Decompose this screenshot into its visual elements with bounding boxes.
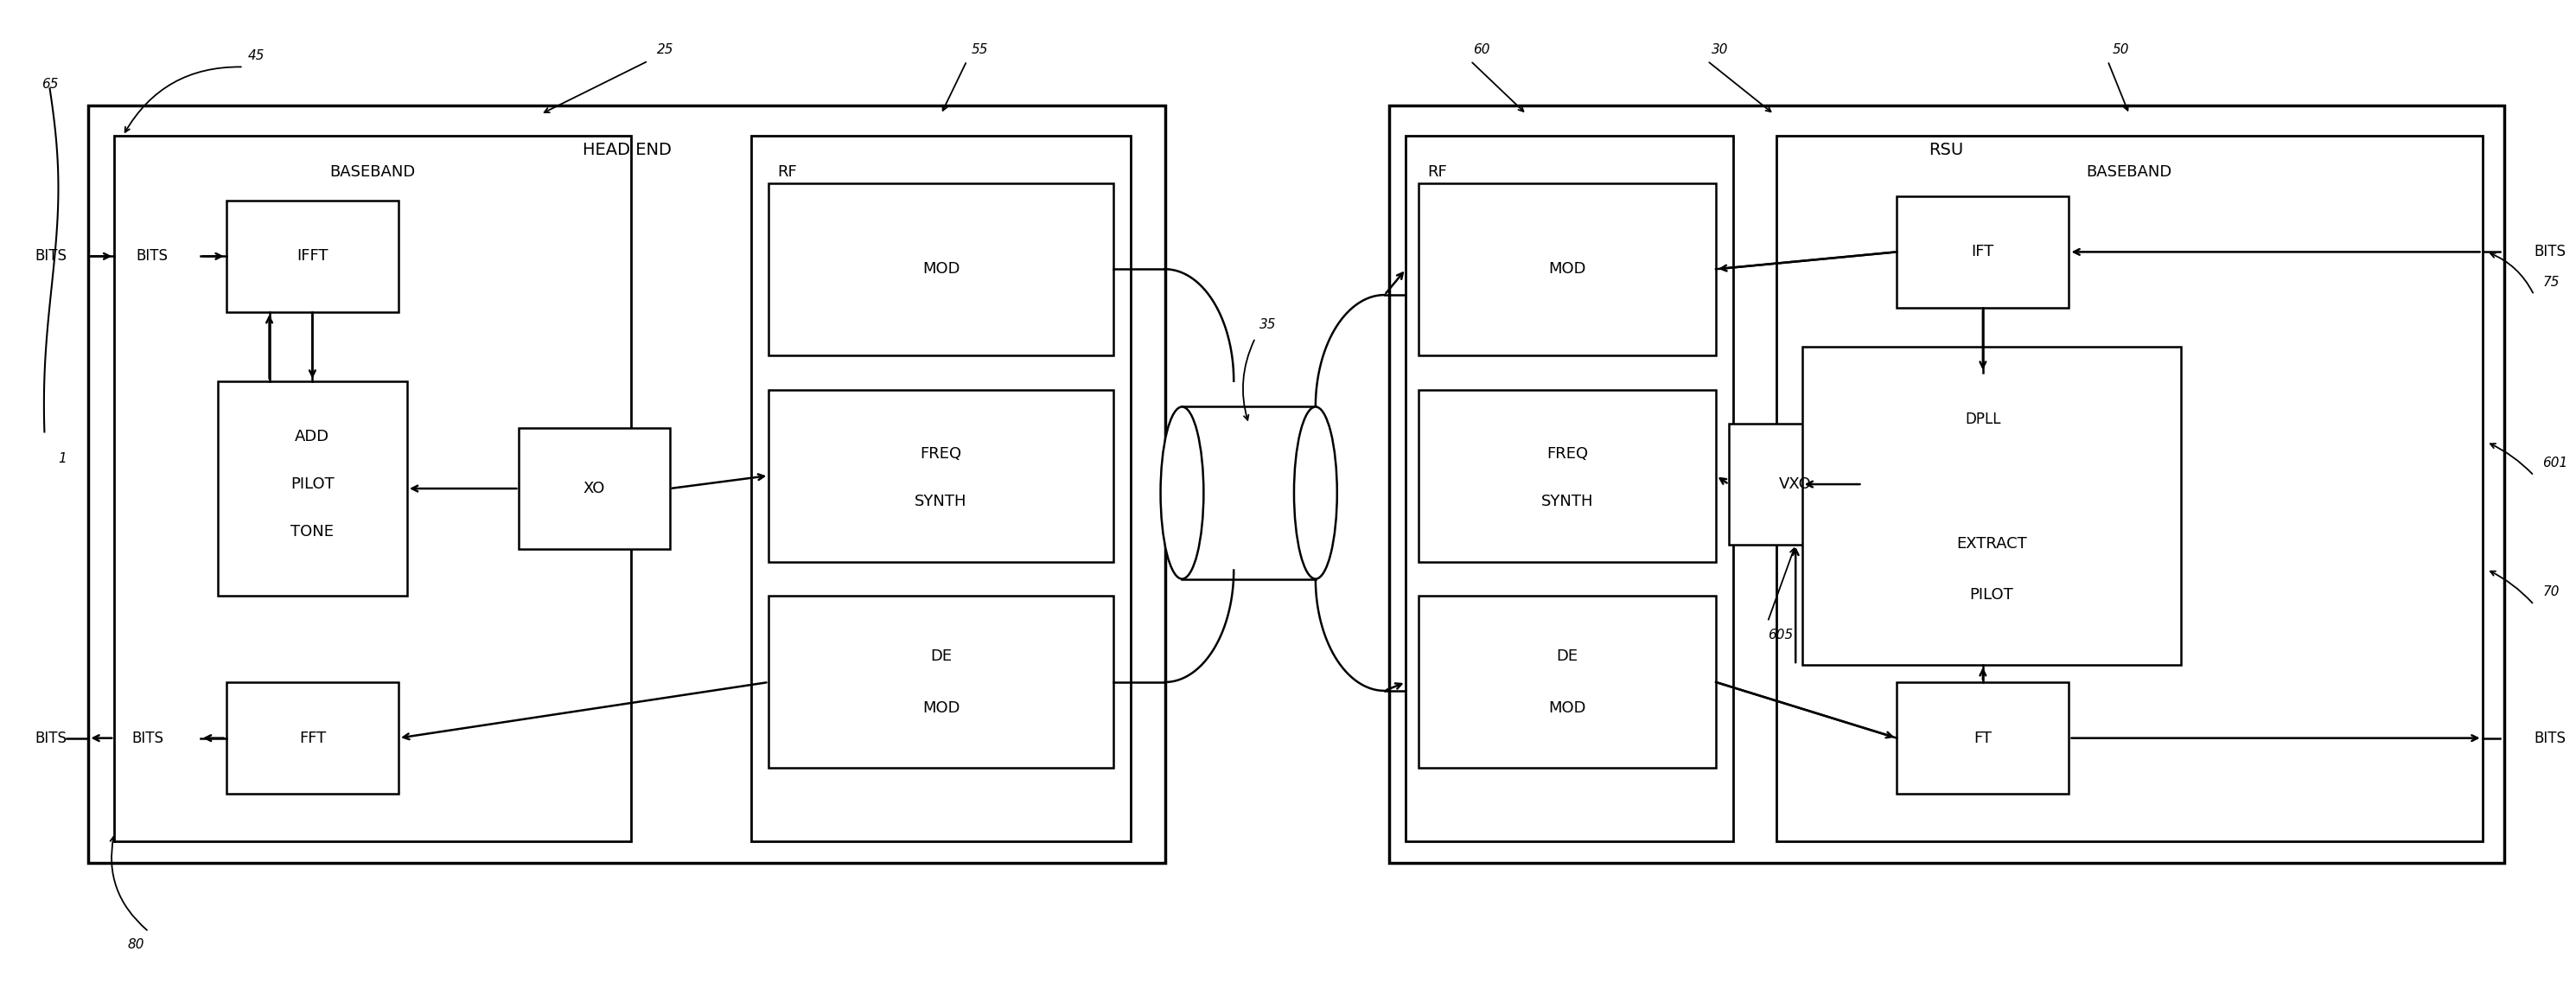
Text: 80: 80 <box>126 939 144 951</box>
Text: DE: DE <box>930 648 953 664</box>
Bar <box>1182 407 1316 579</box>
Bar <box>1406 136 1734 842</box>
Text: 65: 65 <box>41 77 59 91</box>
Bar <box>1896 372 2069 467</box>
Text: BASEBAND: BASEBAND <box>2087 164 2172 180</box>
Text: ADD: ADD <box>296 429 330 445</box>
Text: IFFT: IFFT <box>296 248 327 264</box>
Text: 25: 25 <box>657 44 675 56</box>
Bar <box>227 682 399 794</box>
Bar <box>88 106 1164 863</box>
Text: 75: 75 <box>2543 275 2561 288</box>
Text: 50: 50 <box>2112 44 2130 56</box>
Text: SYNTH: SYNTH <box>1540 494 1595 509</box>
Text: HEAD END: HEAD END <box>582 143 672 158</box>
Text: XO: XO <box>582 481 605 496</box>
Ellipse shape <box>1293 407 1337 579</box>
Bar <box>1896 196 2069 308</box>
Bar <box>752 136 1131 842</box>
Bar <box>768 596 1113 768</box>
Bar <box>518 429 670 548</box>
Ellipse shape <box>1162 407 1203 579</box>
Text: 35: 35 <box>1260 319 1278 332</box>
Text: PILOT: PILOT <box>291 476 335 492</box>
Text: RF: RF <box>1427 164 1448 180</box>
Text: DE: DE <box>1556 648 1579 664</box>
Text: MOD: MOD <box>922 261 961 277</box>
Bar <box>227 200 399 312</box>
Text: BITS: BITS <box>36 248 67 264</box>
Bar <box>113 136 631 842</box>
Bar <box>768 183 1113 355</box>
Text: BITS: BITS <box>131 731 162 745</box>
Text: 55: 55 <box>971 44 989 56</box>
Text: EXTRACT: EXTRACT <box>1955 537 2027 551</box>
Text: VXO: VXO <box>1780 476 1811 492</box>
Bar <box>1419 596 1716 768</box>
Text: MOD: MOD <box>1548 700 1587 716</box>
Bar <box>216 381 407 596</box>
Text: FFT: FFT <box>299 731 327 745</box>
Text: 70: 70 <box>2543 585 2561 598</box>
Text: 45: 45 <box>247 50 265 62</box>
Text: BITS: BITS <box>137 248 167 264</box>
Bar <box>1777 136 2483 842</box>
Bar <box>1419 183 1716 355</box>
Text: 1: 1 <box>59 452 67 465</box>
Bar <box>1896 682 2069 794</box>
Text: RSU: RSU <box>1929 143 1963 158</box>
Text: FREQ: FREQ <box>920 446 961 462</box>
Text: SYNTH: SYNTH <box>914 494 966 509</box>
Text: TONE: TONE <box>291 524 335 540</box>
Text: 30: 30 <box>1713 44 1728 56</box>
Text: BASEBAND: BASEBAND <box>330 164 415 180</box>
Bar <box>1728 424 1862 544</box>
Bar <box>768 390 1113 561</box>
Bar <box>1388 106 2504 863</box>
Text: 60: 60 <box>1473 44 1489 56</box>
Text: BITS: BITS <box>36 731 67 745</box>
Text: MOD: MOD <box>1548 261 1587 277</box>
Text: PILOT: PILOT <box>1971 587 2014 603</box>
Text: IFT: IFT <box>1971 245 1994 259</box>
Text: DPLL: DPLL <box>1965 412 2002 428</box>
Text: FREQ: FREQ <box>1546 446 1589 462</box>
Bar <box>1419 390 1716 561</box>
Text: 605: 605 <box>1767 629 1793 642</box>
Text: RF: RF <box>778 164 796 180</box>
Text: 601: 601 <box>2543 456 2568 469</box>
Text: BITS: BITS <box>2535 731 2566 745</box>
Text: FT: FT <box>1973 731 1991 745</box>
Text: BITS: BITS <box>2535 245 2566 259</box>
Text: MOD: MOD <box>922 700 961 716</box>
Bar <box>1803 346 2182 665</box>
